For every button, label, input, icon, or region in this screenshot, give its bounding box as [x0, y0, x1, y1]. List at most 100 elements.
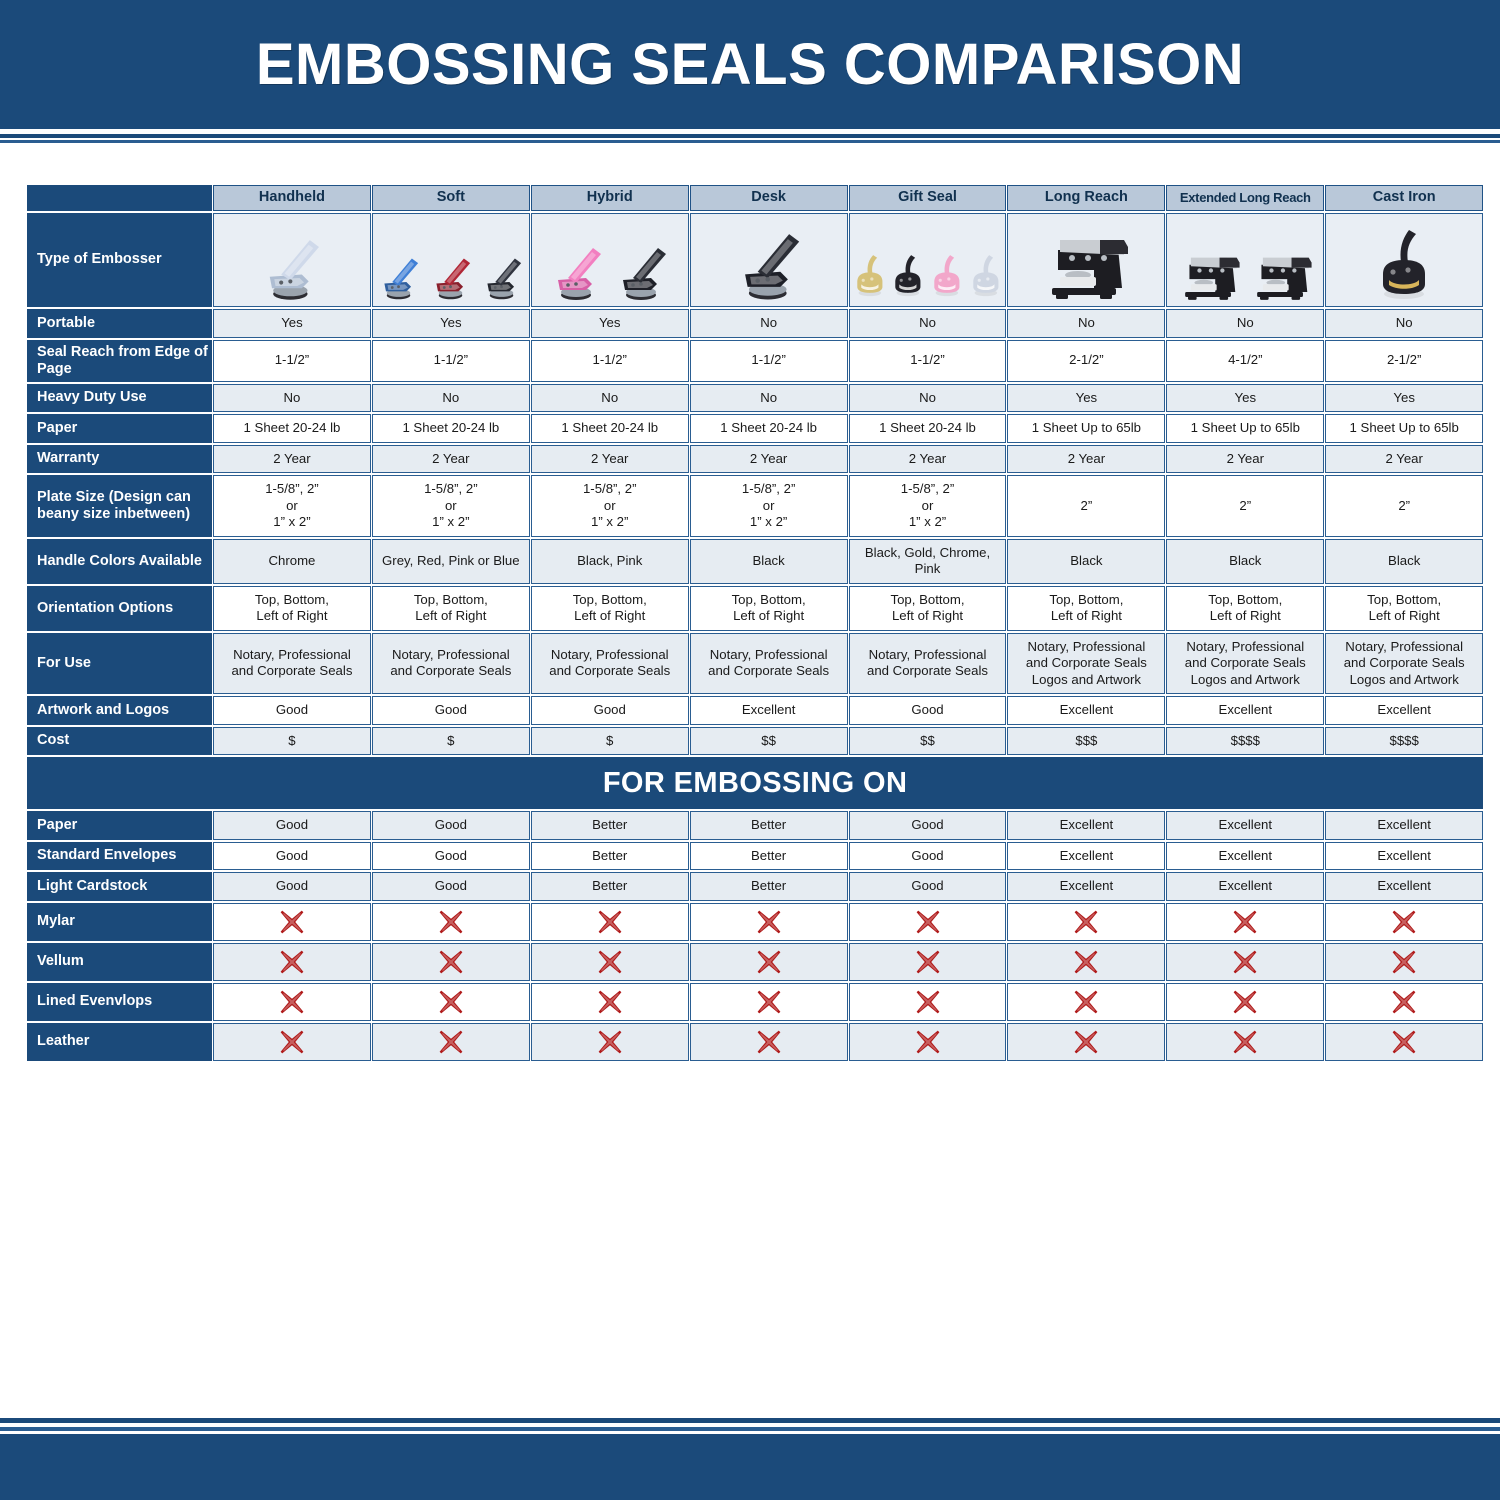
cell-plate-size-design-can-beany-size-inbetween-soft: 1-5/8”, 2” or 1” x 2”: [371, 475, 530, 537]
cell-portable-hybrid: Yes: [530, 309, 689, 338]
cell-paper-long-reach: 1 Sheet Up to 65lb: [1007, 414, 1166, 443]
cell-embossing-light-cardstock-desk: Better: [689, 872, 848, 901]
cell-portable-soft: Yes: [371, 309, 530, 338]
column-header-cast-iron: Cast Iron: [1325, 185, 1484, 211]
cell-warranty-gift-seal: 2 Year: [848, 444, 1007, 474]
cell-warranty-soft: 2 Year: [371, 444, 530, 474]
cell-embossing-mylar-gift-seal: [848, 902, 1007, 941]
x-mark-icon: [756, 989, 782, 1015]
cell-portable-desk: No: [689, 309, 848, 338]
cell-embossing-standard-envelopes-cast-iron: Excellent: [1325, 841, 1484, 871]
cell-embossing-standard-envelopes-extended-long-reach: Excellent: [1166, 841, 1325, 871]
table-row-handle-colors-available: Handle Colors Available Chrome Grey, Red, …: [27, 538, 1484, 584]
cell-warranty-desk: 2 Year: [689, 444, 848, 474]
cell-for-use-hybrid: Notary, Professional and Corporate Seals: [530, 632, 689, 695]
row-label-embossing-lined-evenvlops: Lined Evenvlops: [27, 982, 212, 1021]
cell-embossing-mylar-handheld: [213, 902, 371, 941]
x-mark-icon: [597, 949, 623, 975]
cell-for-use-long-reach: Notary, Professional and Corporate Seals L…: [1007, 632, 1166, 695]
cell-cost-hybrid: $: [530, 726, 689, 756]
cell-embossing-paper-extended-long-reach: Excellent: [1166, 811, 1325, 840]
cell-embossing-standard-envelopes-long-reach: Excellent: [1007, 841, 1166, 871]
cell-artwork-and-logos-handheld: Good: [213, 696, 371, 725]
row-label-embossing-leather: Leather: [27, 1022, 212, 1061]
cell-embossing-light-cardstock-hybrid: Better: [530, 872, 689, 901]
cell-plate-size-design-can-beany-size-inbetween-extended-long-reach: 2”: [1166, 475, 1325, 537]
cell-embossing-leather-soft: [371, 1022, 530, 1061]
cell-embossing-mylar-soft: [371, 902, 530, 941]
page-banner: EMBOSSING SEALS COMPARISON: [0, 0, 1500, 129]
column-header-desk: Desk: [689, 185, 848, 211]
table-row-plate-size-design-can-beany-size-inbetween: Plate Size (Design can beany size inbetw…: [27, 475, 1484, 537]
cell-warranty-long-reach: 2 Year: [1007, 444, 1166, 474]
cell-paper-cast-iron: 1 Sheet Up to 65lb: [1325, 414, 1484, 443]
column-header-extended-long-reach: Extended Long Reach: [1166, 185, 1325, 211]
embosser-image-long-reach-embosser-black: [1007, 213, 1166, 307]
cell-orientation-options-soft: Top, Bottom, Left of Right: [371, 585, 530, 631]
cell-paper-gift-seal: 1 Sheet 20-24 lb: [848, 414, 1007, 443]
cell-embossing-lined-evenvlops-cast-iron: [1325, 982, 1484, 1021]
cell-cost-handheld: $: [213, 726, 371, 756]
cell-embossing-paper-desk: Better: [689, 811, 848, 840]
cell-embossing-light-cardstock-cast-iron: Excellent: [1325, 872, 1484, 901]
table-row-warranty: Warranty 2 Year 2 Year 2 Year 2 Year 2 Year 2 …: [27, 444, 1484, 474]
embosser-image-cast-iron-embosser-black: [1325, 213, 1484, 307]
row-label-orientation-options: Orientation Options: [27, 585, 212, 631]
cell-embossing-vellum-hybrid: [530, 942, 689, 981]
table-row-orientation-options: Orientation Options Top, Bottom, Left of R…: [27, 585, 1484, 631]
cell-embossing-leather-handheld: [213, 1022, 371, 1061]
cell-embossing-mylar-extended-long-reach: [1166, 902, 1325, 941]
cell-seal-reach-from-edge-of-page-soft: 1-1/2”: [371, 339, 530, 382]
cell-cost-desk: $$: [689, 726, 848, 756]
cell-artwork-and-logos-long-reach: Excellent: [1007, 696, 1166, 725]
cell-paper-desk: 1 Sheet 20-24 lb: [689, 414, 848, 443]
cell-embossing-standard-envelopes-desk: Better: [689, 841, 848, 871]
table-row-heavy-duty-use: Heavy Duty Use No No No No No Yes Yes Yes: [27, 383, 1484, 413]
cell-embossing-paper-long-reach: Excellent: [1007, 811, 1166, 840]
x-mark-icon: [279, 989, 305, 1015]
x-mark-icon: [597, 1029, 623, 1055]
cell-handle-colors-available-cast-iron: Black: [1325, 538, 1484, 584]
cell-for-use-desk: Notary, Professional and Corporate Seals: [689, 632, 848, 695]
cell-embossing-vellum-long-reach: [1007, 942, 1166, 981]
cell-embossing-paper-handheld: Good: [213, 811, 371, 840]
cell-heavy-duty-use-handheld: No: [213, 383, 371, 413]
x-mark-icon: [279, 949, 305, 975]
cell-seal-reach-from-edge-of-page-extended-long-reach: 4-1/2”: [1166, 339, 1325, 382]
cell-embossing-lined-evenvlops-gift-seal: [848, 982, 1007, 1021]
cell-embossing-paper-cast-iron: Excellent: [1325, 811, 1484, 840]
x-mark-icon: [279, 1029, 305, 1055]
cell-embossing-standard-envelopes-hybrid: Better: [530, 841, 689, 871]
cell-paper-soft: 1 Sheet 20-24 lb: [371, 414, 530, 443]
cell-cost-soft: $: [371, 726, 530, 756]
cell-paper-extended-long-reach: 1 Sheet Up to 65lb: [1166, 414, 1325, 443]
row-label-handle-colors-available: Handle Colors Available: [27, 538, 212, 584]
table-row-embossing-leather: Leather: [27, 1022, 1484, 1061]
cell-warranty-handheld: 2 Year: [213, 444, 371, 474]
row-label-portable: Portable: [27, 309, 212, 338]
cell-artwork-and-logos-soft: Good: [371, 696, 530, 725]
table-row-cost: Cost $ $ $ $$ $$ $$$ $$$$ $$$$: [27, 726, 1484, 756]
cell-embossing-paper-hybrid: Better: [530, 811, 689, 840]
column-header-gift-seal: Gift Seal: [848, 185, 1007, 211]
cell-for-use-cast-iron: Notary, Professional and Corporate Seals L…: [1325, 632, 1484, 695]
cell-embossing-lined-evenvlops-hybrid: [530, 982, 689, 1021]
cell-plate-size-design-can-beany-size-inbetween-cast-iron: 2”: [1325, 475, 1484, 537]
x-mark-icon: [915, 1029, 941, 1055]
cell-embossing-light-cardstock-gift-seal: Good: [848, 872, 1007, 901]
x-mark-icon: [915, 949, 941, 975]
row-label-seal-reach-from-edge-of-page: Seal Reach from Edge of Page: [27, 339, 212, 382]
cell-handle-colors-available-hybrid: Black, Pink: [530, 538, 689, 584]
cell-embossing-mylar-hybrid: [530, 902, 689, 941]
cell-portable-cast-iron: No: [1325, 309, 1484, 338]
cell-embossing-vellum-gift-seal: [848, 942, 1007, 981]
cell-orientation-options-extended-long-reach: Top, Bottom, Left of Right: [1166, 585, 1325, 631]
cell-embossing-leather-long-reach: [1007, 1022, 1166, 1061]
cell-embossing-vellum-desk: [689, 942, 848, 981]
cell-embossing-lined-evenvlops-soft: [371, 982, 530, 1021]
cell-handle-colors-available-gift-seal: Black, Gold, Chrome, Pink: [848, 538, 1007, 584]
row-label-heavy-duty-use: Heavy Duty Use: [27, 383, 212, 413]
x-mark-icon: [438, 989, 464, 1015]
table-header-row: Handheld Soft Hybrid Desk Gift Seal Long Reac…: [27, 185, 1484, 211]
x-mark-icon: [438, 909, 464, 935]
